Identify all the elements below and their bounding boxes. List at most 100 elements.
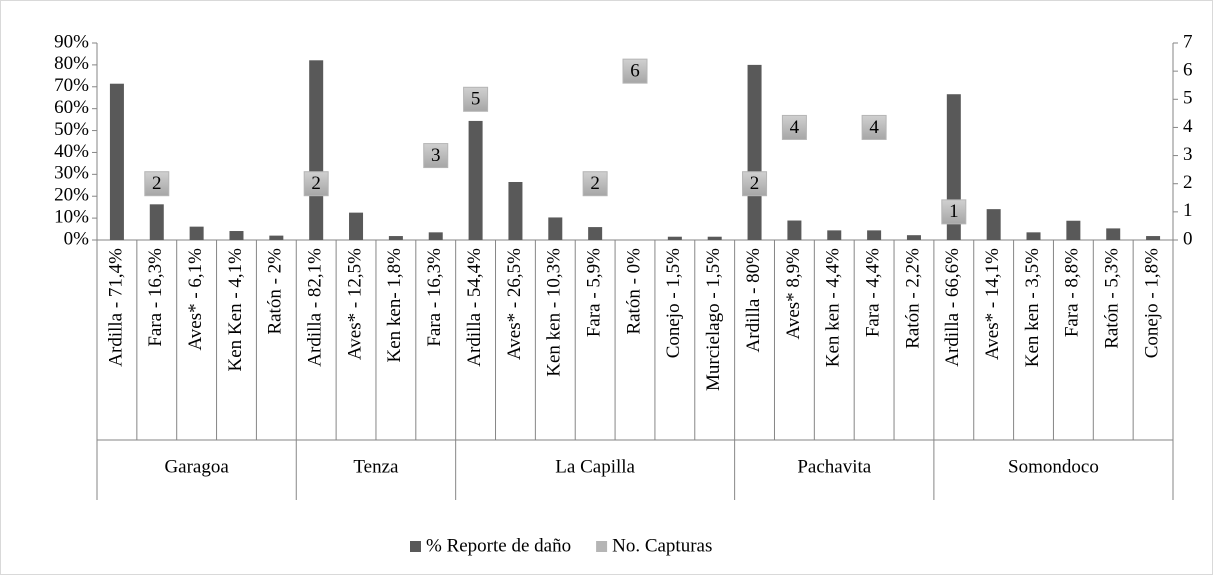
bar	[309, 60, 324, 240]
bar	[867, 230, 882, 240]
capture-marker	[781, 114, 807, 140]
data-label: 5	[471, 89, 481, 110]
x-tick-label: Aves* - 26,5%	[504, 248, 525, 360]
bar	[149, 204, 164, 240]
bar	[707, 236, 722, 240]
y2-tick-label: 5	[1183, 88, 1193, 109]
bar	[548, 217, 563, 240]
y-tick-label: 20%	[54, 185, 89, 206]
bar	[109, 83, 124, 240]
y-tick-label: 90%	[54, 31, 89, 52]
x-tick-label: Conejo - 1,5%	[663, 248, 684, 358]
x-tick-label: Ratón - 2,2%	[902, 248, 923, 349]
bar	[667, 236, 682, 240]
capture-marker	[144, 171, 170, 197]
legend-label: % Reporte de daño	[426, 535, 571, 556]
x-tick-label: Conejo - 1,8%	[1141, 248, 1162, 358]
bar	[906, 235, 921, 240]
data-label: 4	[869, 117, 879, 138]
y-tick-label: 40%	[54, 141, 89, 162]
x-tick-label: Aves* - 6,1%	[185, 248, 206, 351]
x-tick-label: Aves* - 12,5%	[344, 248, 365, 360]
bar	[468, 120, 483, 240]
data-label: 4	[790, 117, 800, 138]
y-tick-label: 30%	[54, 163, 89, 184]
bar	[508, 181, 523, 240]
data-label: 2	[590, 173, 600, 194]
capture-marker	[463, 86, 489, 112]
bar	[1146, 236, 1161, 240]
x-tick-label: Ken ken - 10,3%	[544, 248, 565, 377]
bar	[1026, 232, 1041, 240]
y-tick-label: 70%	[54, 75, 89, 96]
legend-swatch	[410, 541, 421, 552]
y2-tick-label: 3	[1183, 144, 1193, 165]
bar	[269, 235, 284, 240]
data-label: 2	[311, 173, 321, 194]
x-tick-label: Ardilla - 54,4%	[464, 248, 485, 367]
x-tick-label: Ardilla - 66,6%	[942, 248, 963, 367]
capture-marker	[303, 171, 329, 197]
capture-marker	[742, 171, 768, 197]
bar	[1106, 228, 1121, 240]
group-label: Tenza	[353, 456, 399, 477]
x-tick-label: Fara - 5,9%	[584, 248, 605, 337]
x-tick-label: Fara - 8,8%	[1062, 248, 1083, 337]
bar	[1066, 220, 1081, 240]
bar	[588, 227, 603, 240]
y2-tick-label: 4	[1183, 116, 1193, 137]
x-tick-label: Ardilla - 80%	[743, 248, 764, 353]
y-tick-label: 10%	[54, 206, 89, 227]
capture-marker	[622, 58, 648, 84]
x-tick-label: Ratón - 5,3%	[1102, 248, 1123, 349]
x-tick-label: Fara - 16,3%	[424, 248, 445, 347]
capture-marker	[423, 143, 449, 169]
x-tick-label: Ardilla - 71,4%	[105, 248, 126, 367]
capture-marker	[582, 171, 608, 197]
data-label: 6	[630, 61, 640, 82]
bar	[747, 64, 762, 240]
y-tick-label: 80%	[54, 53, 89, 74]
x-tick-label: Ardilla - 82,1%	[305, 248, 326, 367]
group-label: Pachavita	[797, 456, 871, 477]
x-tick-label: Ratón - 0%	[623, 248, 644, 335]
y2-tick-label: 2	[1183, 172, 1193, 193]
y-tick-label: 0%	[64, 228, 90, 249]
legend-swatch	[596, 541, 608, 552]
bar	[229, 231, 244, 240]
x-tick-label: Ken ken- 1,8%	[384, 248, 405, 363]
legend-label: No. Capturas	[612, 535, 712, 556]
data-label: 2	[152, 173, 162, 194]
data-label: 1	[949, 201, 959, 222]
y-tick-label: 60%	[54, 97, 89, 118]
x-tick-label: Ken ken - 3,5%	[1022, 248, 1043, 367]
capture-marker	[941, 199, 967, 225]
bar	[827, 230, 842, 240]
data-label: 2	[750, 173, 760, 194]
capture-marker	[861, 114, 887, 140]
bar	[349, 212, 364, 240]
group-label: Garagoa	[164, 456, 229, 477]
y2-tick-label: 6	[1183, 60, 1193, 81]
x-tick-label: Ken Ken - 4,1%	[225, 248, 246, 372]
group-label: La Capilla	[555, 456, 635, 477]
x-tick-label: Ken ken - 4,4%	[823, 248, 844, 367]
data-label: 3	[431, 145, 441, 166]
bar	[986, 209, 1001, 240]
y2-tick-label: 0	[1183, 228, 1193, 249]
bar	[428, 232, 443, 240]
y2-tick-label: 1	[1183, 200, 1193, 221]
group-label: Somondoco	[1008, 456, 1099, 477]
x-tick-label: Murcielago - 1,5%	[703, 248, 724, 391]
bar	[388, 236, 403, 240]
x-tick-label: Ratón - 2%	[265, 248, 286, 335]
x-tick-label: Aves* - 14,1%	[982, 248, 1003, 360]
legend: % Reporte de daño No. Capturas	[410, 535, 712, 556]
x-tick-label: Fara - 16,3%	[145, 248, 166, 347]
y-tick-label: 50%	[54, 119, 89, 140]
x-tick-label: Fara - 4,4%	[862, 248, 883, 337]
bar	[787, 220, 802, 240]
bar	[189, 226, 204, 240]
x-tick-label: Aves* 8,9%	[783, 248, 804, 340]
